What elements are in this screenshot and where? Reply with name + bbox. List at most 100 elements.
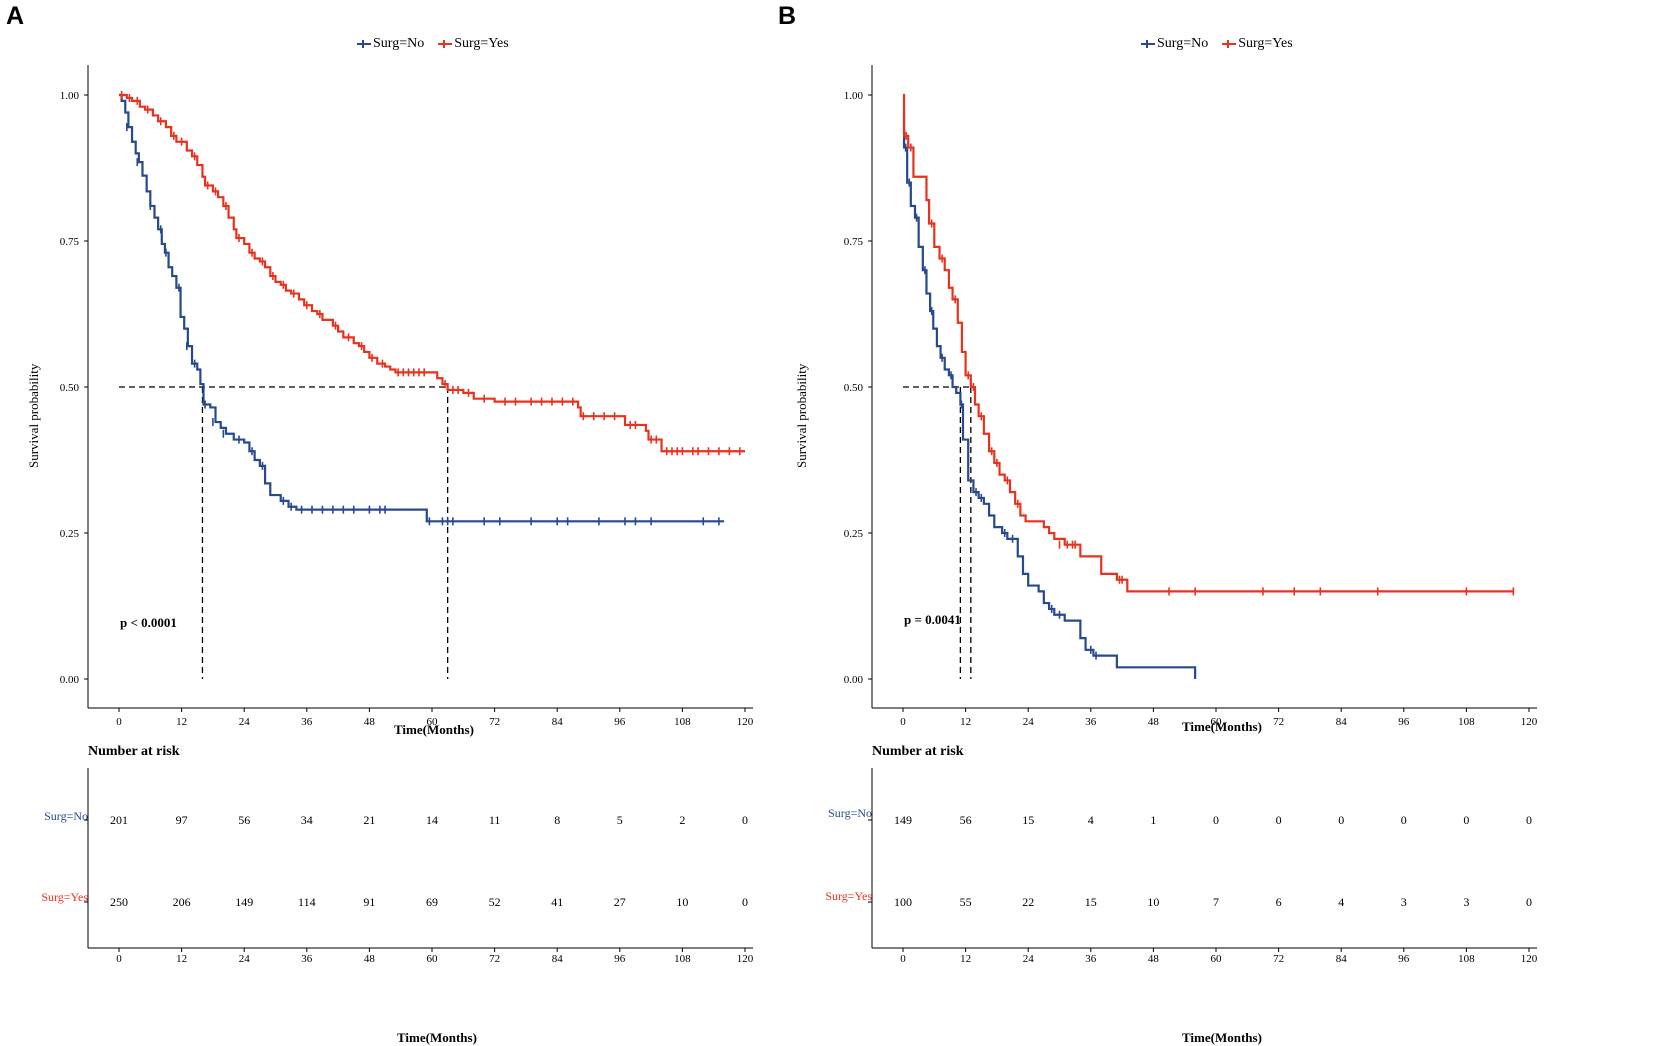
risk-row-label-surg-no: Surg=No: [44, 809, 88, 823]
risk-value: 0: [1526, 895, 1532, 909]
risk-value: 8: [554, 813, 560, 827]
risk-value: 97: [176, 813, 188, 827]
legend-key-surg-yes: [1222, 40, 1237, 48]
risk-value: 2: [679, 813, 685, 827]
risk-x-tick-label: 0: [116, 953, 122, 965]
panel-letter: A: [6, 2, 25, 30]
legend-item-surg-no: Surg=No: [357, 36, 424, 52]
risk-value: 4: [1088, 813, 1094, 827]
x-tick-label: 0: [900, 716, 906, 728]
risk-x-axis-label: Time(Months): [397, 1030, 477, 1045]
y-tick-label: 1.00: [844, 90, 864, 102]
risk-value: 7: [1213, 895, 1219, 909]
y-tick-label: 0.00: [844, 674, 864, 686]
x-tick-label: 108: [674, 716, 691, 728]
y-tick-label: 0.00: [60, 674, 80, 686]
risk-value: 5: [617, 813, 623, 827]
y-tick-label: 0.75: [844, 236, 864, 248]
risk-x-tick-label: 24: [1023, 953, 1034, 965]
y-tick-label: 0.50: [60, 382, 80, 394]
risk-value: 0: [1213, 813, 1219, 827]
risk-x-tick-label: 120: [1521, 953, 1538, 965]
x-tick-label: 84: [1336, 716, 1348, 728]
risk-value: 100: [894, 895, 912, 909]
legend-label-surg-yes: Surg=Yes: [1238, 36, 1293, 51]
risk-value: 250: [110, 895, 128, 909]
x-tick-label: 48: [364, 716, 376, 728]
risk-value: 0: [1401, 813, 1407, 827]
risk-value: 69: [426, 895, 438, 909]
risk-value: 10: [1147, 895, 1159, 909]
x-tick-label: 12: [176, 716, 187, 728]
risk-table-title: Number at risk: [88, 744, 180, 759]
x-tick-label: 36: [1085, 716, 1097, 728]
x-tick-label: 72: [489, 716, 500, 728]
legend-item-surg-yes: Surg=Yes: [438, 36, 509, 52]
legend-label-surg-no: Surg=No: [1157, 36, 1209, 51]
risk-x-tick-label: 108: [674, 953, 691, 965]
risk-value: 10: [676, 895, 688, 909]
x-tick-label: 24: [1023, 716, 1034, 728]
risk-value: 6: [1276, 895, 1282, 909]
risk-value: 15: [1085, 895, 1097, 909]
y-tick-label: 0.50: [844, 382, 864, 394]
risk-value: 3: [1401, 895, 1407, 909]
risk-x-axis-label: Time(Months): [1182, 1030, 1262, 1045]
legend: Surg=No Surg=Yes: [1141, 36, 1293, 52]
p-value: p = 0.0041: [904, 612, 961, 627]
risk-value: 149: [894, 813, 912, 827]
risk-value: 22: [1022, 895, 1034, 909]
risk-row-label-surg-no: Surg=No: [828, 806, 872, 820]
risk-x-tick-label: 96: [614, 953, 626, 965]
legend-key-surg-no: [1141, 40, 1155, 48]
risk-value: 55: [960, 895, 972, 909]
x-tick-label: 60: [1211, 716, 1223, 728]
survival-curve-surg-yes: [902, 93, 1514, 593]
x-tick-label: 24: [239, 716, 251, 728]
y-tick-label: 0.75: [60, 236, 80, 248]
risk-value: 91: [363, 895, 375, 909]
risk-value: 52: [489, 895, 501, 909]
risk-value: 41: [551, 895, 563, 909]
risk-x-tick-label: 24: [239, 953, 251, 965]
panel-a: A Surg=No Surg=Yes Survival probability …: [0, 0, 837, 1046]
x-tick-label: 60: [427, 716, 439, 728]
risk-x-tick-label: 60: [1211, 953, 1223, 965]
risk-x-tick-label: 72: [1273, 953, 1284, 965]
legend-item-surg-yes: Surg=Yes: [1222, 36, 1293, 52]
legend-label-surg-no: Surg=No: [373, 36, 425, 51]
risk-x-tick-label: 36: [301, 953, 313, 965]
risk-x-tick-label: 96: [1398, 953, 1410, 965]
risk-x-tick-label: 12: [960, 953, 971, 965]
legend-item-surg-no: Surg=No: [1141, 36, 1208, 52]
x-tick-label: 0: [116, 716, 122, 728]
x-tick-label: 84: [552, 716, 564, 728]
survival-curve-surg-no: [119, 93, 725, 523]
risk-x-tick-label: 84: [552, 953, 564, 965]
risk-value: 15: [1022, 813, 1034, 827]
risk-value: 201: [110, 813, 128, 827]
risk-value: 0: [1463, 813, 1469, 827]
risk-x-tick-label: 0: [900, 953, 906, 965]
x-tick-label: 96: [614, 716, 626, 728]
risk-x-tick-label: 48: [1148, 953, 1160, 965]
risk-value: 3: [1463, 895, 1469, 909]
legend: Surg=No Surg=Yes: [357, 36, 509, 52]
risk-value: 4: [1338, 895, 1344, 909]
x-tick-label: 96: [1398, 716, 1410, 728]
risk-x-tick-label: 48: [364, 953, 376, 965]
survival-plot: 0.000.250.500.751.000 12 24 36 48 60 72 84 96 108…: [60, 65, 754, 965]
risk-value: 0: [1276, 813, 1282, 827]
p-value: p < 0.0001: [120, 615, 177, 630]
risk-value: 27: [614, 895, 626, 909]
legend-key-surg-no: [357, 40, 371, 48]
x-tick-label: 72: [1273, 716, 1284, 728]
x-tick-label: 36: [301, 716, 313, 728]
survival-curve-surg-yes: [119, 93, 745, 453]
x-tick-label: 108: [1458, 716, 1475, 728]
x-axis-label: Time(Months): [1182, 719, 1262, 734]
risk-row-label-surg-yes: Surg=Yes: [41, 890, 88, 904]
legend-key-surg-yes: [438, 40, 453, 48]
x-tick-label: 120: [737, 716, 754, 728]
risk-value: 0: [742, 895, 748, 909]
